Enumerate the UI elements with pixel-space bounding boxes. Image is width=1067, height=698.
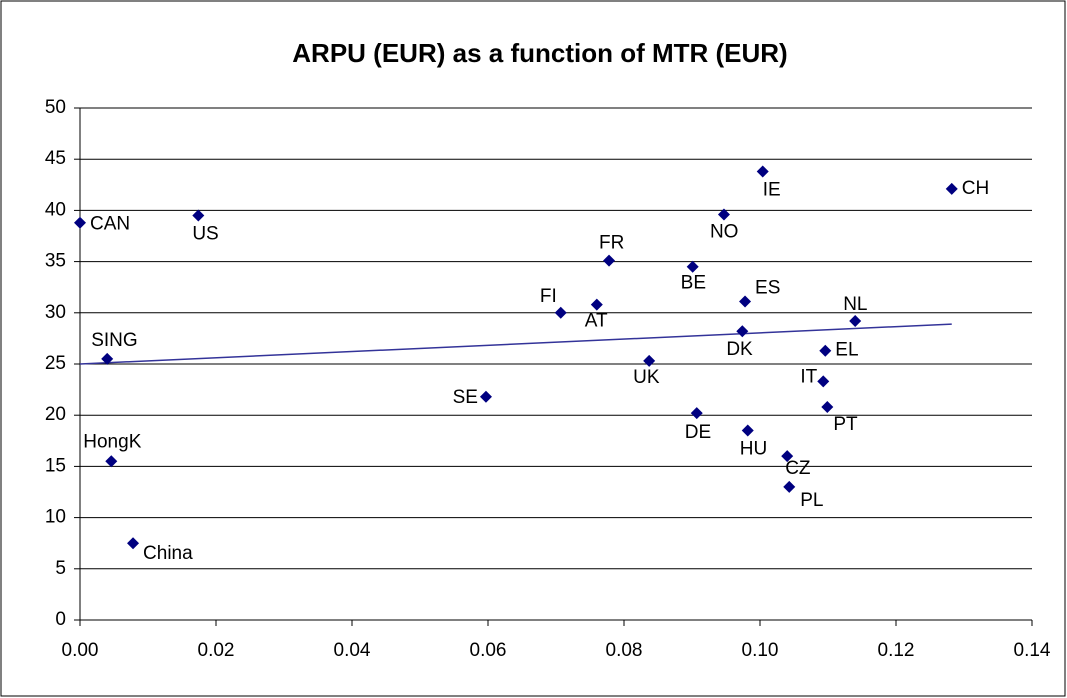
y-tick-label: 30 (45, 302, 66, 323)
trendline (79, 323, 952, 365)
point (554, 306, 567, 319)
point (739, 295, 752, 308)
point-label: PT (833, 414, 858, 435)
point-label: HongK (83, 431, 141, 452)
point (819, 344, 832, 357)
point-label: SE (453, 387, 478, 408)
point-label: AT (585, 311, 608, 332)
point (783, 480, 796, 493)
point (643, 354, 656, 367)
y-tick-label: 25 (45, 353, 66, 374)
point-label: CH (962, 178, 989, 199)
point (945, 182, 958, 195)
point-label: ES (755, 278, 780, 299)
y-tick-label: 50 (45, 97, 66, 118)
y-tick-label: 45 (45, 148, 66, 169)
x-tick-label: 0.10 (742, 640, 779, 661)
point (74, 216, 86, 229)
point (192, 209, 205, 222)
point (736, 325, 749, 338)
point-label: IE (763, 180, 781, 201)
point-label: FR (599, 233, 624, 254)
point (817, 375, 830, 388)
point-label: US (192, 224, 218, 245)
y-tick-label: 15 (45, 455, 66, 476)
point-label: China (143, 543, 193, 564)
point (105, 455, 118, 468)
point-label: NL (843, 294, 867, 315)
y-tick-label: 20 (45, 404, 66, 425)
x-tick-label: 0.14 (1014, 640, 1051, 661)
y-tick-label: 5 (55, 558, 66, 579)
point (756, 165, 769, 178)
point-label: DE (685, 422, 711, 443)
point (101, 352, 114, 365)
point-label: DK (726, 339, 753, 360)
point (590, 298, 603, 311)
chart-title: ARPU (EUR) as a function of MTR (EUR) (292, 38, 787, 68)
y-tick-label: 10 (45, 507, 66, 528)
point (849, 314, 862, 327)
point-label: IT (800, 366, 817, 387)
x-tick-label: 0.04 (334, 640, 371, 661)
point-label: HU (740, 439, 767, 460)
point-label: FI (540, 286, 557, 307)
point-label: BE (681, 273, 706, 294)
point (741, 424, 754, 437)
point-label: NO (710, 222, 739, 243)
x-tick-label: 0.08 (606, 640, 643, 661)
y-tick-label: 40 (45, 199, 66, 220)
point (686, 260, 699, 273)
point (717, 208, 730, 221)
point-label: PL (800, 490, 823, 511)
x-tick-label: 0.06 (470, 640, 507, 661)
point (690, 407, 703, 420)
point (127, 537, 140, 550)
point-label: UK (633, 367, 660, 388)
point-label: EL (835, 340, 858, 361)
point-label: CZ (785, 458, 811, 479)
point-label: CAN (90, 214, 130, 235)
point (781, 450, 794, 463)
point (603, 254, 616, 267)
x-tick-label: 0.00 (62, 640, 99, 661)
y-tick-label: 35 (45, 251, 66, 272)
point-label: SING (91, 330, 137, 351)
y-tick-label: 0 (55, 609, 66, 630)
x-tick-label: 0.02 (198, 640, 235, 661)
point (479, 390, 492, 403)
point (821, 401, 834, 414)
x-tick-label: 0.12 (878, 640, 915, 661)
